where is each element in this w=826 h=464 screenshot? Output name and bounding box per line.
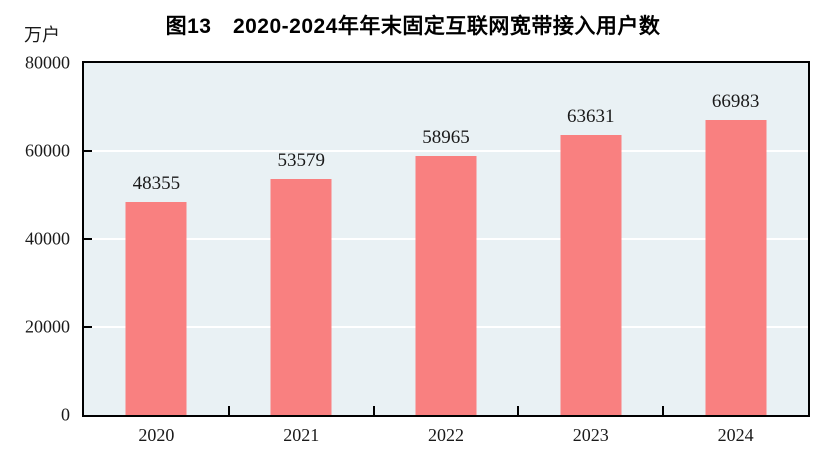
bar-2023 <box>560 135 622 415</box>
y-tick-mark-20000 <box>84 326 92 328</box>
bar-value-2021: 53579 <box>277 150 325 172</box>
bar-2020 <box>125 202 187 415</box>
y-tick-label-80000: 80000 <box>25 52 70 73</box>
bar-value-2024: 66983 <box>711 91 760 113</box>
bar-2024 <box>705 120 767 415</box>
y-tick-label-40000: 40000 <box>25 228 70 249</box>
y-tick-label-0: 0 <box>61 404 70 425</box>
y-tick-label-20000: 20000 <box>25 316 70 337</box>
bar-2021 <box>270 179 332 415</box>
bar-value-2022: 58965 <box>422 126 470 148</box>
bar-slot-2024: 66983 <box>663 63 808 415</box>
x-tick-mark-3 <box>517 406 520 415</box>
y-axis-unit-label: 万户 <box>24 25 60 45</box>
x-tick-label-2022: 2022 <box>428 425 464 445</box>
bar-slot-2020: 48355 <box>84 63 229 415</box>
x-tick-label-2024: 2024 <box>717 425 754 445</box>
x-tick-mark-1 <box>227 406 230 415</box>
bar-slot-2023: 63631 <box>518 63 663 415</box>
bar-2022 <box>415 155 477 415</box>
bar-value-2023: 63631 <box>567 106 615 128</box>
y-tick-mark-40000 <box>84 238 92 240</box>
y-tick-label-60000: 60000 <box>25 140 70 161</box>
x-tick-mark-2 <box>372 406 375 415</box>
x-tick-mark-4 <box>662 406 665 415</box>
bar-slot-2022: 58965 <box>374 63 519 415</box>
x-axis-tick-labels: 2020 2021 2022 2023 2024 <box>84 425 808 451</box>
x-tick-label-2023: 2023 <box>572 425 609 445</box>
gridline-60000 <box>84 150 808 152</box>
chart-title: 图13 2020-2024年年末固定互联网宽带接入用户数 <box>165 15 661 38</box>
y-tick-mark-60000 <box>84 150 92 152</box>
bar-slot-2021: 53579 <box>229 63 374 415</box>
x-tick-label-2021: 2021 <box>283 425 320 445</box>
bar-value-2020: 48355 <box>132 173 181 195</box>
y-axis-tick-labels: 0 20000 40000 60000 80000 <box>0 53 70 425</box>
plot-area: 48355 53579 58965 63631 66983 <box>82 61 810 417</box>
x-tick-label-2020: 2020 <box>138 425 175 445</box>
